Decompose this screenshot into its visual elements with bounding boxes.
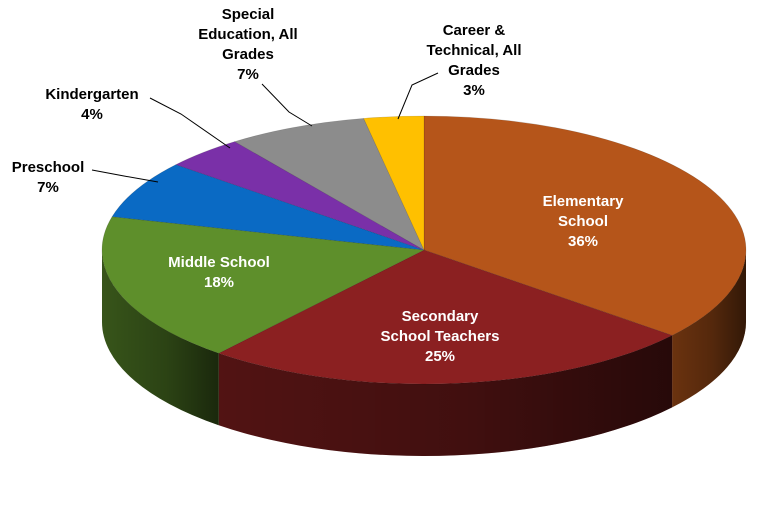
label-preschool: Preschool 7%: [12, 159, 85, 196]
label-secondary-school-teachers-line-1: Secondary: [402, 308, 479, 325]
label-leader-lines: [91, 72, 439, 183]
pie-slice-middle-school: [101, 216, 426, 354]
label-special-education-all-grades-line-2: Education, All: [198, 26, 297, 43]
pie-side-elementary-school-shading: [672, 250, 746, 408]
pie-slice-special-education-all-grades: [233, 118, 425, 251]
pie-side-middle-school-shading: [102, 250, 219, 426]
label-elementary-school: Elementary School 36%: [543, 193, 625, 250]
pie-slice-preschool: [111, 164, 425, 251]
slice-labels: Elementary School 36% Secondary School Teach…: [12, 6, 624, 365]
pie-slices: [101, 115, 747, 385]
label-special-education-all-grades: Special Education, All Grades 7%: [198, 6, 297, 83]
pie-slice-career-technical-all-grades: [363, 115, 425, 251]
label-career-technical-all-grades-line-3: Grades: [448, 62, 500, 79]
label-kindergarten-line-1: Kindergarten: [45, 86, 138, 103]
label-preschool-line-1: Preschool: [12, 159, 85, 176]
leader-line-preschool: [91, 169, 159, 183]
leader-line-career-technical-all-grades: [397, 72, 439, 120]
label-elementary-school-line-2: School: [558, 213, 608, 230]
label-kindergarten: Kindergarten 4%: [45, 86, 138, 123]
pie-side-secondary-school-teachers-shading: [218, 335, 673, 457]
label-middle-school-percent: 18%: [204, 274, 234, 291]
label-kindergarten-percent: 4%: [81, 106, 103, 123]
label-elementary-school-percent: 36%: [568, 233, 598, 250]
leader-line-special-education-all-grades: [261, 83, 313, 127]
label-secondary-school-teachers: Secondary School Teachers 25%: [381, 308, 500, 365]
label-secondary-school-teachers-percent: 25%: [425, 348, 455, 365]
label-career-technical-all-grades-percent: 3%: [463, 82, 485, 99]
pie-slice-kindergarten: [175, 141, 425, 251]
pie-sides: [102, 250, 746, 457]
label-middle-school: Middle School 18%: [168, 254, 270, 291]
pie-slice-elementary-school: [423, 115, 747, 336]
label-special-education-all-grades-percent: 7%: [237, 66, 259, 83]
label-secondary-school-teachers-line-2: School Teachers: [381, 328, 500, 345]
pie-slice-secondary-school-teachers: [217, 249, 673, 385]
label-middle-school-line-1: Middle School: [168, 254, 270, 271]
leader-line-kindergarten: [149, 97, 231, 149]
label-special-education-all-grades-line-1: Special: [222, 6, 275, 23]
label-preschool-percent: 7%: [37, 179, 59, 196]
label-elementary-school-line-1: Elementary: [543, 193, 625, 210]
label-career-technical-all-grades: Career & Technical, All Grades 3%: [426, 22, 521, 99]
label-special-education-all-grades-line-3: Grades: [222, 46, 274, 63]
label-career-technical-all-grades-line-1: Career &: [443, 22, 506, 39]
label-career-technical-all-grades-line-2: Technical, All: [426, 42, 521, 59]
